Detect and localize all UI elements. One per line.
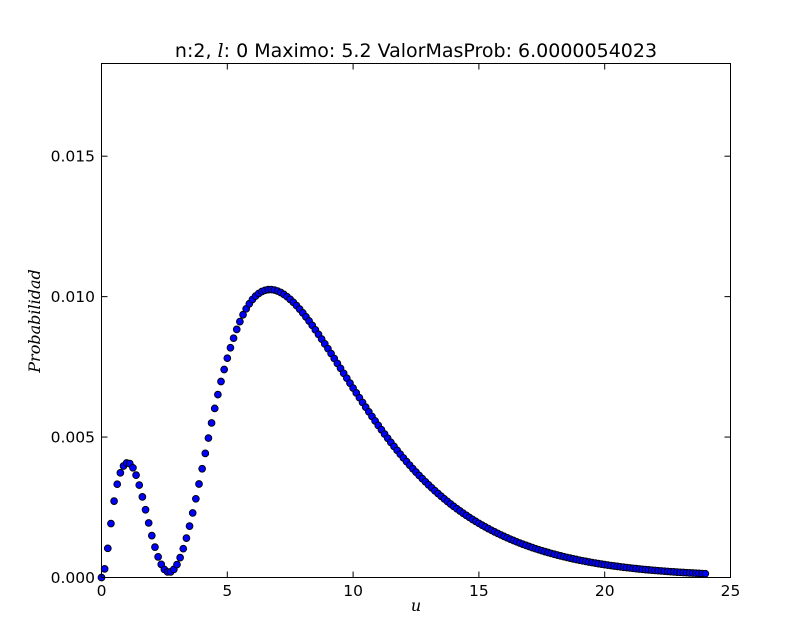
axis-tick-labels: 0 5 10 15 20 25 0.000 0.005 0.010 0.015	[51, 148, 741, 600]
data-point	[113, 480, 122, 489]
data-point	[198, 464, 206, 473]
data-point	[151, 543, 159, 551]
data-point	[214, 390, 222, 399]
data-point	[701, 569, 710, 578]
scatter-points	[97, 285, 710, 582]
data-point	[116, 468, 125, 477]
data-point	[176, 553, 184, 562]
x-axis-label: u	[411, 596, 421, 615]
data-point	[138, 493, 147, 501]
data-point	[226, 343, 235, 352]
data-point	[185, 522, 194, 530]
data-point	[182, 534, 191, 542]
chart-title: n:2, l: 0 Maximo: 5.2 ValorMasProb: 6.00…	[175, 40, 657, 62]
data-point	[188, 509, 197, 517]
data-point	[220, 365, 229, 374]
y-tick-label: 0.015	[51, 148, 95, 166]
data-point	[195, 480, 203, 488]
plot-frame	[101, 63, 731, 578]
data-point	[103, 544, 112, 553]
data-point	[223, 354, 232, 363]
data-point	[107, 519, 115, 528]
data-point	[129, 463, 137, 472]
x-tick-label: 5	[222, 582, 232, 600]
data-point	[147, 531, 156, 540]
chart-title-suffix: : 0 Maximo: 5.2 ValorMasProb: 6.00000540…	[224, 40, 657, 62]
data-point	[100, 564, 109, 573]
data-point	[207, 419, 216, 427]
y-tick-label: 0.005	[51, 429, 95, 447]
data-point	[192, 494, 200, 503]
data-point	[232, 325, 241, 334]
x-tick-label: 25	[721, 582, 741, 600]
data-point	[201, 449, 210, 458]
chart-title-italic: l	[218, 40, 224, 62]
data-point	[132, 471, 140, 480]
data-point	[110, 497, 118, 505]
data-point	[135, 481, 144, 489]
data-point	[204, 434, 213, 442]
x-tick-label: 20	[595, 582, 615, 600]
data-point	[179, 544, 188, 553]
data-point	[210, 404, 219, 413]
x-tick-label: 15	[469, 582, 489, 600]
chart-title-prefix: n:2,	[175, 40, 218, 62]
data-point	[141, 505, 150, 514]
x-tick-label: 0	[97, 582, 107, 600]
data-point	[217, 377, 225, 386]
x-tick-label: 10	[343, 582, 363, 600]
data-point	[154, 553, 162, 561]
y-tick-label: 0.000	[51, 569, 95, 587]
data-point	[236, 317, 244, 326]
data-point	[239, 310, 247, 319]
data-point	[229, 334, 238, 343]
y-tick-label: 0.010	[51, 288, 95, 306]
data-point	[173, 560, 181, 569]
y-axis-label: Probabilidad	[25, 269, 44, 373]
data-point	[144, 519, 153, 527]
